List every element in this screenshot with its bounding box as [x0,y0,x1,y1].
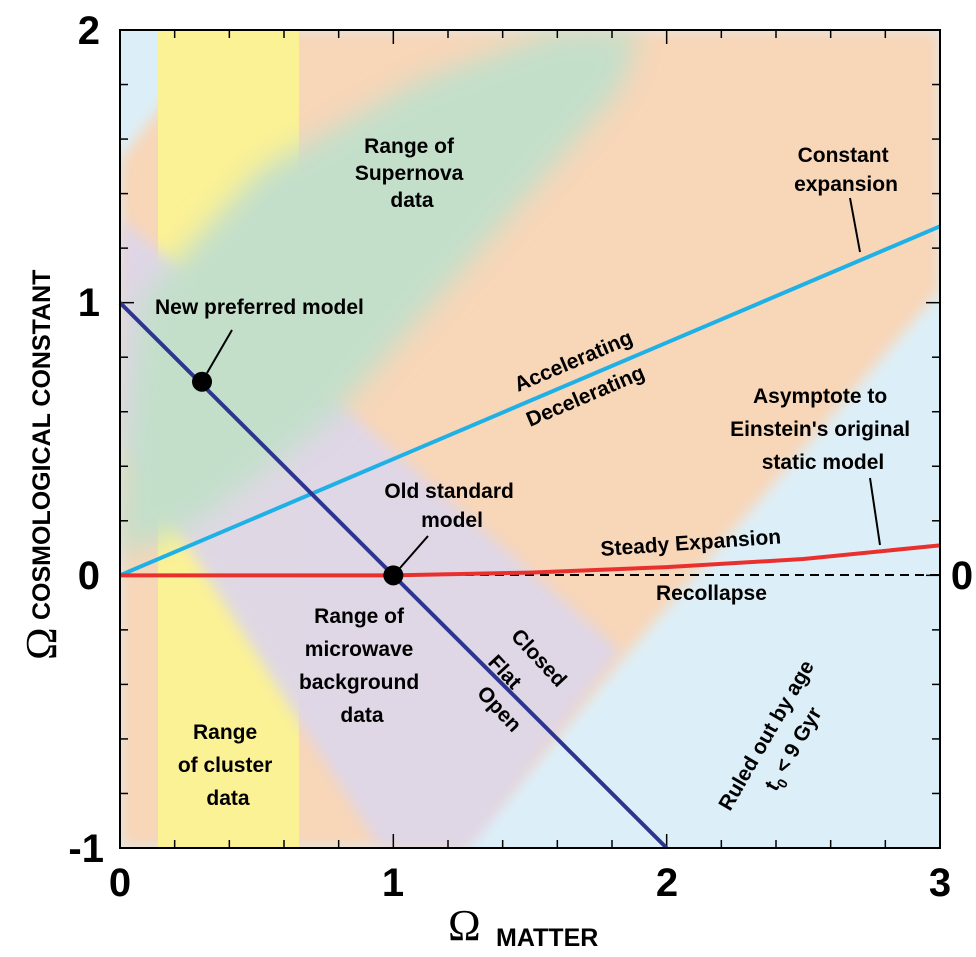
new-preferred-model-label: New preferred model [155,296,364,319]
data-lines [118,197,941,850]
x-tick-0: 0 [109,861,131,905]
constant-expansion-label: Constant expansion [794,144,898,196]
axis-tick-labels: 2 1 0 -1 0 0 1 2 3 [68,9,973,905]
y-axis-omega: Ω [17,627,66,660]
asymptote-label: Asymptote to Einstein's original static … [730,385,916,474]
y-tick-0: 0 [78,554,100,598]
plot-regions [120,30,940,848]
steady-expansion-line [120,543,941,578]
x-axis-omega: Ω [448,901,481,950]
x-tick-3: 3 [929,861,951,905]
supernova-range-region [120,30,640,560]
x-axis-label: MATTER [496,924,598,952]
y-axis-title: Ω COSMOLOGICAL CONSTANT [17,270,66,660]
asymptote-leader [869,477,881,546]
constant-leader [849,197,861,253]
old-standard-model-label: Old standard model [384,480,519,532]
supernova-label: Range of Supernova data [355,135,469,212]
microwave-label: Range of microwave background data [299,605,425,727]
y-tick-minus1: -1 [68,827,104,871]
new-model-leader [206,329,233,374]
old-standard-model-point [383,565,404,586]
new-preferred-model-point [192,371,212,392]
x-tick-2: 2 [656,861,678,905]
x-tick-1: 1 [382,861,404,905]
y-tick-1: 1 [78,281,100,325]
constant-expansion-line [119,224,941,578]
y-axis-label: COSMOLOGICAL CONSTANT [28,270,56,620]
y-tick-2: 2 [78,9,100,53]
cluster-label: Range of cluster data [178,721,278,810]
x-axis-title: Ω MATTER [448,901,598,952]
right-tick-0: 0 [951,554,973,598]
old-model-leader [399,535,429,569]
recollapse-label: Recollapse [656,582,767,605]
plot-frame [119,29,941,849]
